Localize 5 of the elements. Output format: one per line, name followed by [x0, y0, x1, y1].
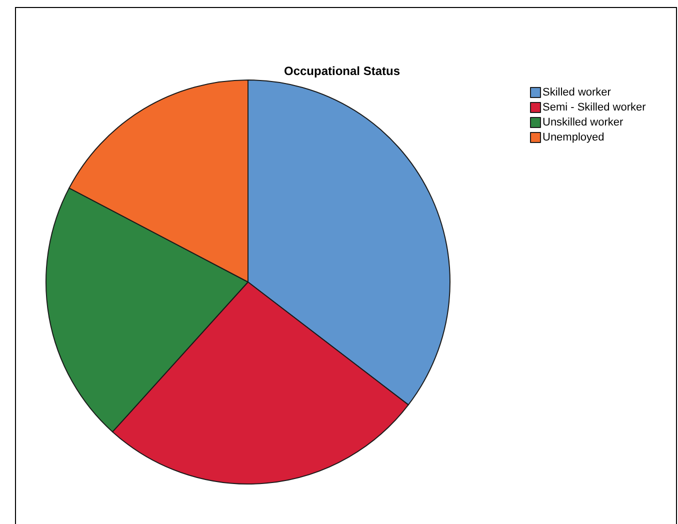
chart-title: Occupational Status — [284, 64, 400, 78]
legend-label: Unskilled worker — [542, 116, 624, 128]
legend-label: Skilled worker — [542, 86, 612, 98]
legend-label: Unemployed — [542, 132, 604, 144]
legend-label: Semi - Skilled worker — [542, 102, 646, 114]
